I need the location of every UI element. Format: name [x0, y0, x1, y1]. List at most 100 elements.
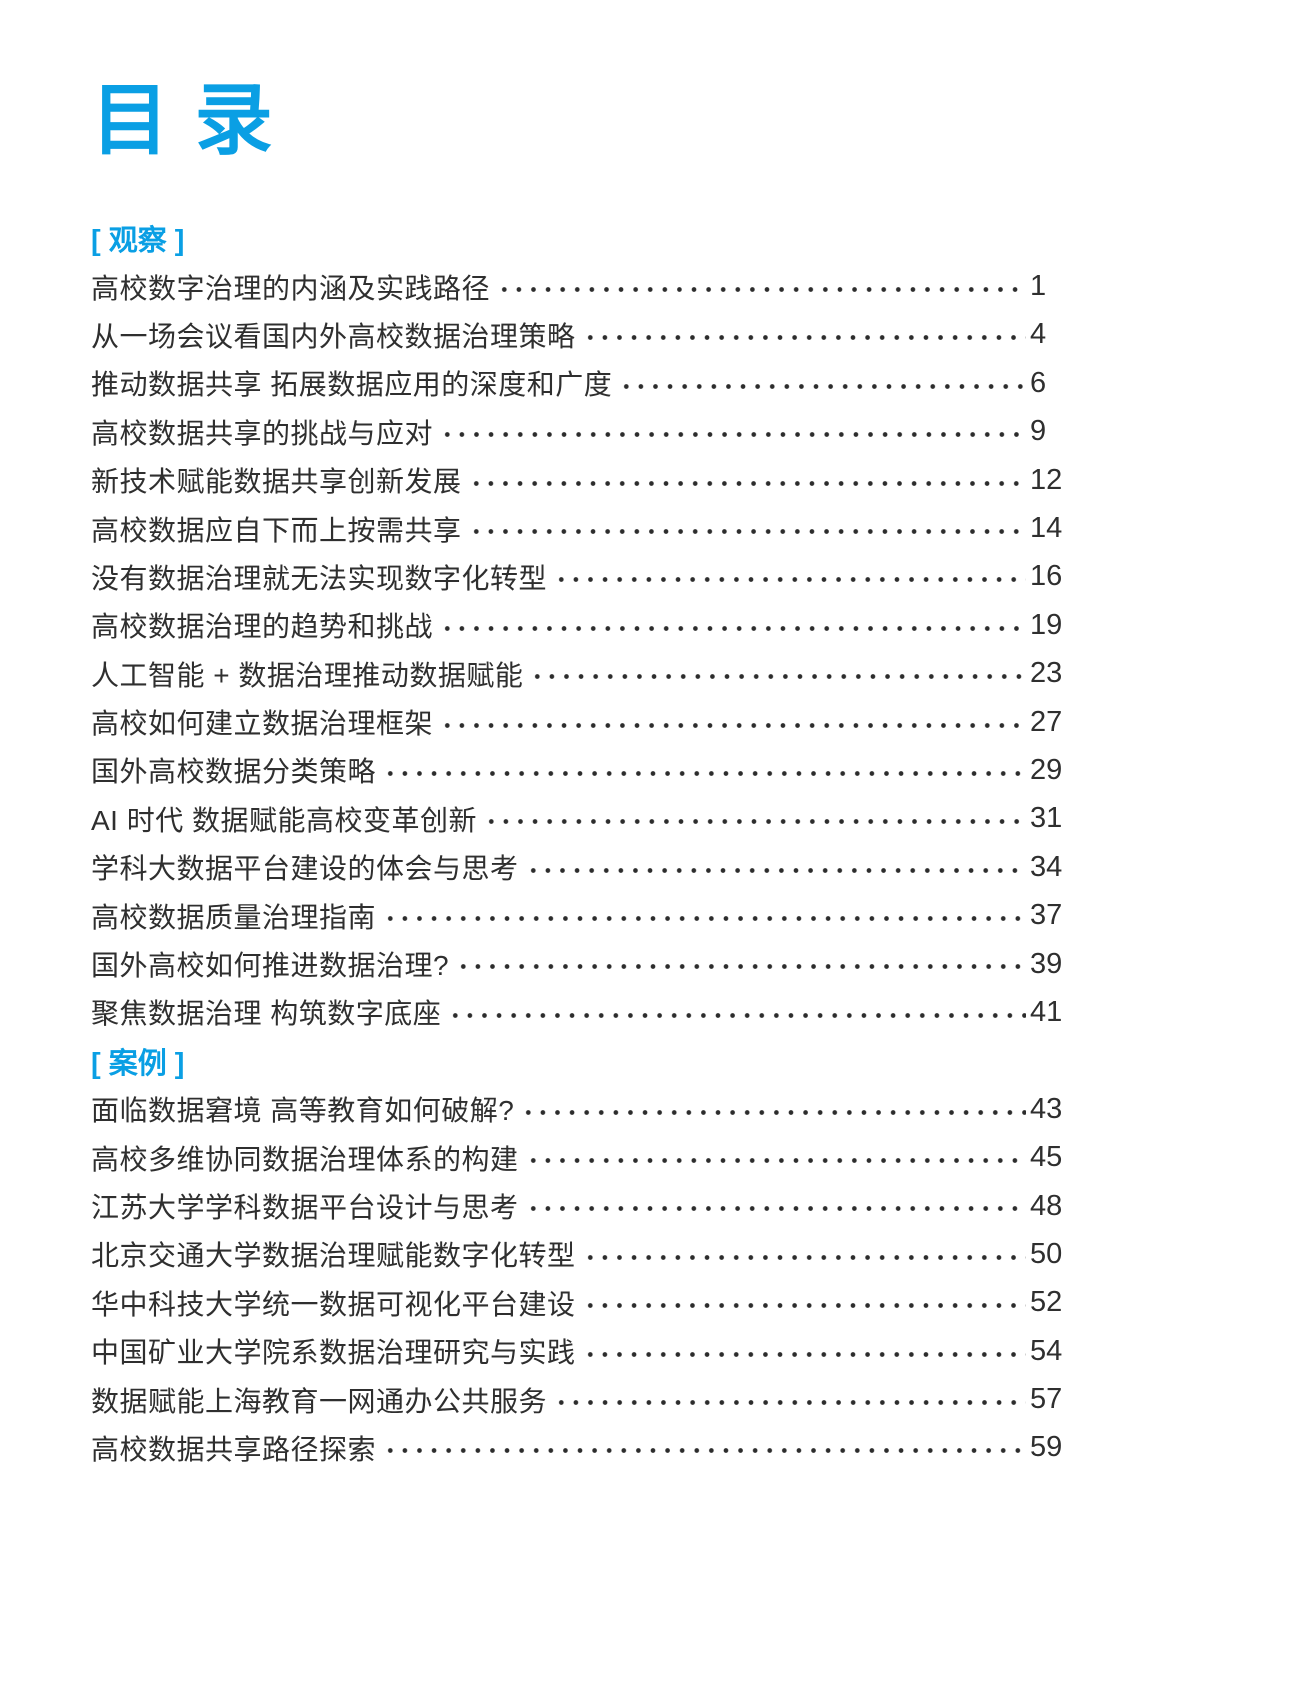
toc-section-label: [ 观察 ]	[91, 225, 185, 258]
toc-entry-title: 数据赋能上海教育一网通办公共服务	[91, 1385, 548, 1417]
toc-entry-page: 27	[1030, 705, 1063, 738]
toc-entry-page: 57	[1030, 1383, 1063, 1416]
toc-entry-page: 37	[1030, 899, 1063, 932]
dot-leader	[484, 794, 1026, 844]
toc-entry-title: 高校数据共享的挑战与应对	[91, 417, 434, 449]
toc-section-header: [ 观察 ]	[91, 214, 1066, 262]
toc-entry-page: 9	[1030, 415, 1047, 448]
toc-entry-title: 从一场会议看国内外高校数据治理策略	[91, 320, 576, 352]
dot-leader	[383, 1423, 1026, 1473]
toc-entry-title: 面临数据窘境 高等教育如何破解?	[91, 1095, 515, 1127]
toc-entry-page: 16	[1030, 560, 1063, 593]
toc-entry-title: 北京交通大学数据治理赋能数字化转型	[91, 1240, 576, 1272]
dot-leader	[468, 504, 1026, 553]
toc-entry-title: 学科大数据平台建设的体会与思考	[91, 853, 519, 885]
toc-entry-page: 4	[1030, 318, 1047, 351]
dot-leader	[448, 988, 1026, 1037]
toc-entry[interactable]: 高校多维协同数据治理体系的构建 45	[91, 1133, 1066, 1182]
dot-leader	[383, 746, 1026, 795]
toc-entry[interactable]: 北京交通大学数据治理赋能数字化转型 50	[91, 1230, 1066, 1279]
toc-entry-page: 39	[1030, 947, 1063, 980]
dot-leader	[530, 649, 1026, 698]
toc-entry-title: AI 时代 数据赋能高校变革创新	[91, 804, 478, 836]
toc-entry-title: 人工智能 + 数据治理推动数据赋能	[91, 659, 524, 691]
page-title: 目 录	[91, 76, 275, 164]
toc-list: [ 观察 ] 高校数字治理的内涵及实践路径 1 从一场会议看国内外高校数据治理策略 4 推…	[91, 214, 1066, 1473]
toc-entry[interactable]: 华中科技大学统一数据可视化平台建设 52	[91, 1278, 1066, 1327]
dot-leader	[525, 1181, 1026, 1231]
toc-entry[interactable]: 国外高校数据分类策略 29	[91, 746, 1066, 795]
dot-leader	[440, 407, 1026, 456]
toc-entry[interactable]: 高校数据共享路径探索 59	[91, 1423, 1066, 1473]
toc-entry-page: 59	[1030, 1431, 1063, 1464]
dot-leader	[497, 262, 1026, 311]
toc-entry-page: 23	[1030, 657, 1063, 690]
toc-entry[interactable]: 数据赋能上海教育一网通办公共服务 57	[91, 1375, 1066, 1424]
toc-entry-page: 1	[1030, 270, 1047, 303]
toc-entry-page: 43	[1030, 1092, 1063, 1125]
toc-entry[interactable]: 高校数据应自下而上按需共享 14	[91, 504, 1066, 553]
dot-leader	[582, 1326, 1026, 1376]
toc-entry-title: 高校数据共享路径探索	[91, 1433, 377, 1465]
toc-entry-title: 中国矿业大学院系数据治理研究与实践	[91, 1337, 576, 1369]
toc-entry-title: 江苏大学学科数据平台设计与思考	[91, 1192, 519, 1223]
toc-section-header: [ 案例 ]	[91, 1037, 1066, 1085]
toc-entry-title: 没有数据治理就无法实现数字化转型	[91, 562, 548, 594]
toc-entry-title: 推动数据共享 拓展数据应用的深度和广度	[91, 369, 613, 401]
toc-entry[interactable]: 高校数字治理的内涵及实践路径 1	[91, 262, 1066, 311]
toc-entry-title: 高校数据质量治理指南	[91, 901, 377, 933]
toc-entry[interactable]: 高校数据质量治理指南 37	[91, 891, 1066, 940]
toc-entry[interactable]: 面临数据窘境 高等教育如何破解? 43	[91, 1085, 1066, 1134]
toc-entry[interactable]: 推动数据共享 拓展数据应用的深度和广度 6	[91, 359, 1066, 408]
dot-leader	[383, 891, 1026, 940]
toc-entry-page: 52	[1030, 1286, 1063, 1319]
toc-entry[interactable]: 高校数据共享的挑战与应对 9	[91, 407, 1066, 456]
dot-leader	[525, 1133, 1026, 1182]
dot-leader	[525, 843, 1026, 892]
toc-entry-page: 31	[1030, 802, 1063, 835]
toc-entry-title: 高校数据治理的趋势和挑战	[91, 611, 434, 643]
toc-entry[interactable]: 没有数据治理就无法实现数字化转型 16	[91, 552, 1066, 602]
dot-leader	[521, 1085, 1026, 1134]
toc-entry-title: 高校多维协同数据治理体系的构建	[91, 1143, 519, 1175]
dot-leader	[456, 939, 1026, 989]
toc-entry[interactable]: 高校如何建立数据治理框架 27	[91, 697, 1066, 747]
toc-entry-title: 新技术赋能数据共享创新发展	[91, 466, 462, 498]
toc-entry[interactable]: 中国矿业大学院系数据治理研究与实践 54	[91, 1326, 1066, 1376]
toc-section-label: [ 案例 ]	[91, 1047, 185, 1080]
toc-entry[interactable]: AI 时代 数据赋能高校变革创新 31	[91, 794, 1066, 844]
toc-entry-page: 29	[1030, 753, 1063, 786]
toc-entry-page: 50	[1030, 1237, 1063, 1270]
toc-entry-title: 高校如何建立数据治理框架	[91, 708, 434, 740]
toc-entry-page: 54	[1030, 1334, 1063, 1367]
toc-entry-title: 国外高校数据分类策略	[91, 756, 377, 788]
toc-entry-page: 45	[1030, 1141, 1063, 1174]
toc-entry-page: 6	[1030, 366, 1047, 399]
dot-leader	[440, 601, 1026, 650]
toc-entry-title: 国外高校如何推进数据治理?	[91, 950, 450, 982]
toc-entry[interactable]: 国外高校如何推进数据治理? 39	[91, 939, 1066, 989]
toc-entry-title: 高校数据应自下而上按需共享	[91, 514, 462, 546]
dot-leader	[582, 1278, 1026, 1327]
toc-entry-page: 12	[1030, 463, 1063, 496]
toc-entry[interactable]: 人工智能 + 数据治理推动数据赋能 23	[91, 649, 1066, 698]
toc-entry[interactable]: 从一场会议看国内外高校数据治理策略 4	[91, 310, 1066, 360]
toc-entry-page: 34	[1030, 850, 1063, 883]
toc-entry[interactable]: 新技术赋能数据共享创新发展 12	[91, 455, 1066, 505]
toc-entry[interactable]: 高校数据治理的趋势和挑战 19	[91, 601, 1066, 650]
toc-entry[interactable]: 聚焦数据治理 构筑数字底座 41	[91, 988, 1066, 1037]
toc-entry-page: 14	[1030, 512, 1063, 545]
dot-leader	[468, 455, 1026, 505]
dot-leader	[619, 359, 1026, 408]
dot-leader	[554, 1375, 1026, 1424]
toc-entry[interactable]: 江苏大学学科数据平台设计与思考 48	[91, 1181, 1066, 1231]
dot-leader	[554, 552, 1026, 602]
toc-entry-page: 41	[1030, 995, 1063, 1028]
dot-leader	[582, 1230, 1026, 1279]
dot-leader	[582, 310, 1026, 360]
dot-leader	[440, 697, 1026, 747]
toc-entry-page: 19	[1030, 608, 1063, 641]
toc-entry-title: 华中科技大学统一数据可视化平台建设	[91, 1288, 576, 1320]
toc-entry[interactable]: 学科大数据平台建设的体会与思考 34	[91, 843, 1066, 892]
